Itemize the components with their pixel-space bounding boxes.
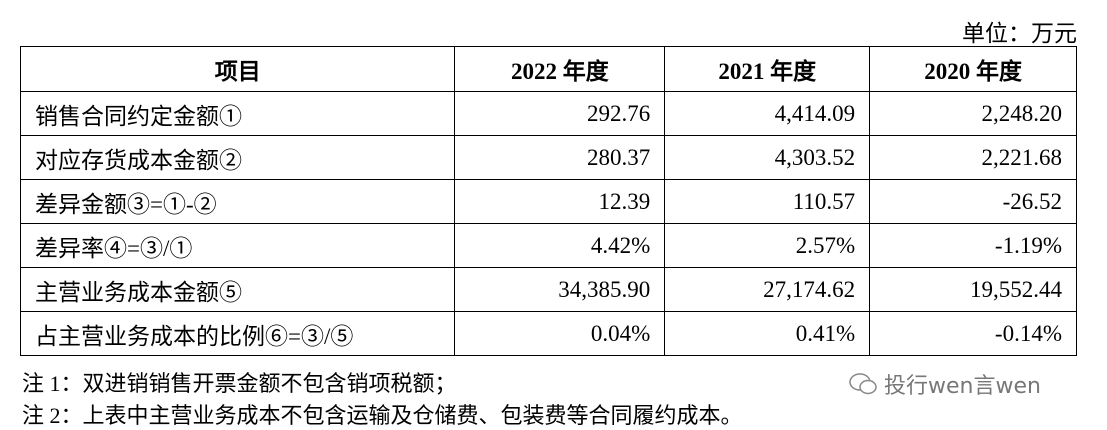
row-label: 差异金额③=①-② [19, 179, 456, 224]
cell-value: 292.76 [454, 91, 666, 136]
data-table: 项目 2022 年度 2021 年度 2020 年度 销售合同约定金额① 292.76 4… [19, 46, 1077, 356]
column-header: 项目 [19, 46, 456, 92]
column-header: 2020 年度 [869, 46, 1077, 92]
cell-value: 34,385.90 [454, 267, 666, 312]
cell-value: 2,248.20 [869, 91, 1077, 136]
cell-value: 2,221.68 [869, 135, 1077, 180]
note: 注 2：上表中主营业务成本不包含运输及仓储费、包装费等合同履约成本。 [22, 403, 743, 428]
row-label: 差异率④=③/① [19, 223, 456, 268]
table-row: 差异金额③=①-② 12.39 110.57 -26.52 [19, 179, 1077, 224]
cell-value: -0.14% [869, 311, 1077, 356]
row-label: 占主营业务成本的比例⑥=③/⑤ [19, 311, 456, 356]
cell-value: 0.41% [664, 311, 871, 356]
header-row: 项目 2022 年度 2021 年度 2020 年度 [19, 46, 1077, 92]
cell-value: 4.42% [454, 223, 666, 268]
table-row: 销售合同约定金额① 292.76 4,414.09 2,248.20 [19, 91, 1077, 136]
cell-value: 19,552.44 [869, 267, 1077, 312]
watermark-text: 投行wen言wen [884, 374, 1041, 399]
table-row: 差异率④=③/① 4.42% 2.57% -1.19% [19, 223, 1077, 268]
cell-value: 2.57% [664, 223, 871, 268]
column-header: 2021 年度 [664, 46, 871, 92]
watermark: 投行wen言wen [848, 368, 1041, 400]
cell-value: -1.19% [869, 223, 1077, 268]
cell-value: 4,303.52 [664, 135, 871, 180]
cell-value: 27,174.62 [664, 267, 871, 312]
table-row: 占主营业务成本的比例⑥=③/⑤ 0.04% 0.41% -0.14% [19, 311, 1077, 356]
cell-value: 0.04% [454, 311, 666, 356]
unit-label: 单位：万元 [962, 21, 1077, 46]
cell-value: 4,414.09 [664, 91, 871, 136]
table-row: 对应存货成本金额② 280.37 4,303.52 2,221.68 [19, 135, 1077, 180]
table-body: 销售合同约定金额① 292.76 4,414.09 2,248.20 对应存货成本金额②… [19, 91, 1077, 356]
row-label: 主营业务成本金额⑤ [19, 267, 456, 312]
wechat-icon [849, 373, 877, 395]
note: 注 1：双进销销售开票金额不包含销项税额； [22, 371, 457, 396]
row-label: 对应存货成本金额② [19, 135, 456, 180]
row-label: 销售合同约定金额① [19, 91, 456, 136]
cell-value: 12.39 [454, 179, 666, 224]
cell-value: -26.52 [869, 179, 1077, 224]
cell-value: 110.57 [664, 179, 871, 224]
table-row: 主营业务成本金额⑤ 34,385.90 27,174.62 19,552.44 [19, 267, 1077, 312]
cell-value: 280.37 [454, 135, 666, 180]
column-header: 2022 年度 [454, 46, 666, 92]
